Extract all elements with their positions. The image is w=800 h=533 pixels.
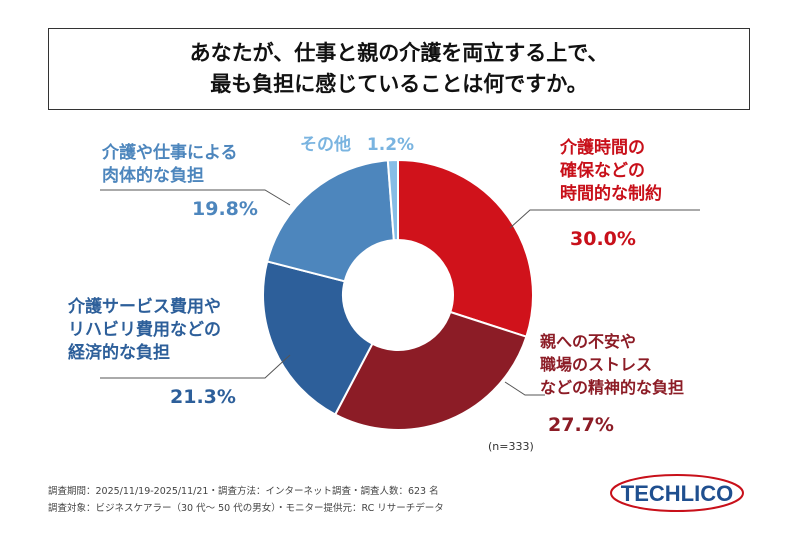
- sample-size: (n=333): [488, 440, 534, 453]
- label-line: 確保などの: [560, 161, 645, 181]
- label-line: などの精神的な負担: [540, 378, 685, 397]
- label-other: その他 1.2%: [300, 134, 414, 157]
- label-line: 肉体的な負担: [102, 166, 204, 186]
- value-other: 1.2%: [366, 135, 415, 155]
- label-line: 経済的な負担: [68, 343, 170, 363]
- title-line-2: 最も負担に感じていることは何ですか。: [210, 72, 588, 96]
- label-economic: 介護サービス費用や リハビリ費用などの 経済的な負担: [68, 296, 221, 365]
- label-line: 職場のストレス: [540, 355, 653, 374]
- chart-title: あなたが、仕事と親の介護を両立する上で、 最も負担に感じていることは何ですか。: [48, 28, 750, 110]
- donut-slice-4: [386, 158, 399, 242]
- label-line: 介護時間の: [560, 138, 645, 158]
- label-line: その他: [300, 135, 351, 155]
- leader-line-2: [100, 354, 291, 379]
- value-time: 30.0%: [570, 228, 636, 250]
- leader-line-1: [504, 381, 545, 396]
- donut-slice-3: [266, 159, 395, 283]
- label-line: 介護サービス費用や: [68, 297, 221, 317]
- donut-slice-1: [333, 310, 528, 431]
- donut-slice-2: [262, 260, 374, 416]
- footer-line-1: 調査期間：2025/11/19-2025/11/21・調査方法：インターネット調…: [48, 486, 439, 497]
- leader-line-0: [509, 209, 700, 229]
- leader-line-3: [100, 189, 291, 206]
- techlico-logo: TECHLICO: [605, 472, 745, 514]
- svg-text:TECHLICO: TECHLICO: [621, 481, 733, 506]
- label-time: 介護時間の 確保などの 時間的な制約: [560, 137, 662, 206]
- label-line: 親への不安や: [540, 332, 637, 351]
- label-line: 時間的な制約: [560, 184, 662, 204]
- footer-line-2: 調査対象：ビジネスケアラー（30 代～ 50 代の男女）・モニター提供元：RC …: [48, 503, 444, 514]
- value-physical: 19.8%: [192, 198, 258, 220]
- label-line: 介護や仕事による: [102, 143, 238, 163]
- value-mental: 27.7%: [548, 414, 614, 436]
- label-physical: 介護や仕事による 肉体的な負担: [102, 142, 238, 188]
- title-line-1: あなたが、仕事と親の介護を両立する上で、: [189, 41, 609, 65]
- value-economic: 21.3%: [170, 386, 236, 408]
- donut-slice-0: [397, 158, 534, 338]
- label-line: リハビリ費用などの: [68, 320, 221, 340]
- label-mental: 親への不安や 職場のストレス などの精神的な負担: [540, 330, 684, 399]
